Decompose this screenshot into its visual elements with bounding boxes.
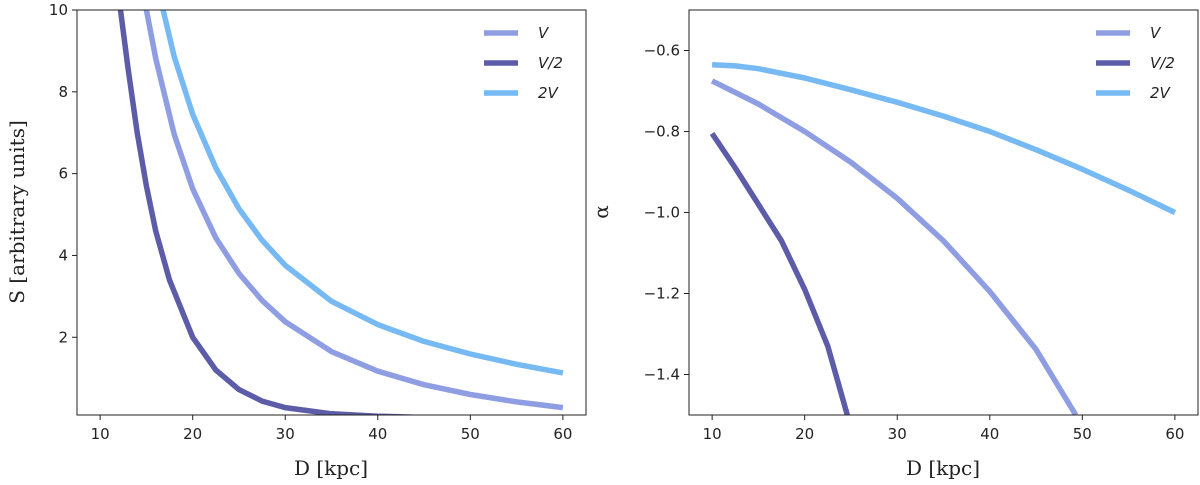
left-legend-label-0: V [538,24,550,42]
left-x-tick-label: 30 [276,425,295,443]
right-x-ticks: 10 20 30 40 50 60 [703,415,1184,443]
right-series-2-line [711,61,1177,215]
right-x-tick-label: 60 [1165,425,1184,443]
left-x-tick-label: 60 [553,425,572,443]
right-y-tick-label: −0.8 [644,123,680,141]
left-y-tick-label: 6 [58,165,68,183]
right-y-axis-label: α [589,205,613,219]
left-legend-label-2: 2V [538,84,560,102]
left-x-ticks: 10 20 30 40 50 60 [91,415,572,443]
right-legend-label-1: V/2 [1150,54,1175,72]
left-series-1-line [117,10,453,415]
left-legend: V V/2 2V [484,24,563,102]
right-panel: 10 20 30 40 50 60 −0.6 −0.8 −1.0 −1.2 −1.4 D [kpc… [589,9,1199,480]
left-x-axis-label: D [kpc] [294,456,368,480]
left-series-2-line [160,10,564,376]
right-x-tick-label: 30 [888,425,907,443]
left-y-axis-label: S [arbitrary units] [5,120,29,304]
left-x-tick-label: 40 [368,425,387,443]
right-x-tick-label: 50 [1073,425,1092,443]
left-y-ticks: 2 4 6 8 10 [49,1,77,346]
right-y-tick-label: −1.4 [644,366,680,384]
right-y-tick-label: −1.2 [644,285,680,303]
left-y-tick-label: 8 [58,83,68,101]
right-y-ticks: −0.6 −0.8 −1.0 −1.2 −1.4 [644,42,689,384]
right-x-tick-label: 40 [980,425,999,443]
right-y-tick-label: −0.6 [644,42,680,60]
right-x-tick-label: 20 [795,425,814,443]
left-plot-frame [76,9,587,416]
right-legend-label-0: V [1150,24,1162,42]
left-panel: 10 20 30 40 50 60 2 4 6 8 10 D [kpc] S [arbitrary… [5,1,587,480]
right-y-tick-label: −1.0 [644,204,680,222]
right-series-lines [709,61,1177,415]
left-y-tick-label: 10 [49,1,68,19]
left-series-0-line [143,10,564,411]
left-legend-label-1: V/2 [538,54,563,72]
left-x-tick-label: 50 [461,425,480,443]
right-legend: V V/2 2V [1096,24,1175,102]
left-y-tick-label: 4 [58,246,68,264]
right-x-tick-label: 10 [703,425,722,443]
left-y-tick-label: 2 [58,328,68,346]
right-x-axis-label: D [kpc] [906,456,980,480]
left-x-tick-label: 20 [183,425,202,443]
left-series-lines [117,10,564,415]
left-x-tick-label: 10 [91,425,110,443]
right-series-0-line [710,78,1079,415]
right-series-1-line [709,131,850,415]
right-legend-label-2: 2V [1150,84,1172,102]
